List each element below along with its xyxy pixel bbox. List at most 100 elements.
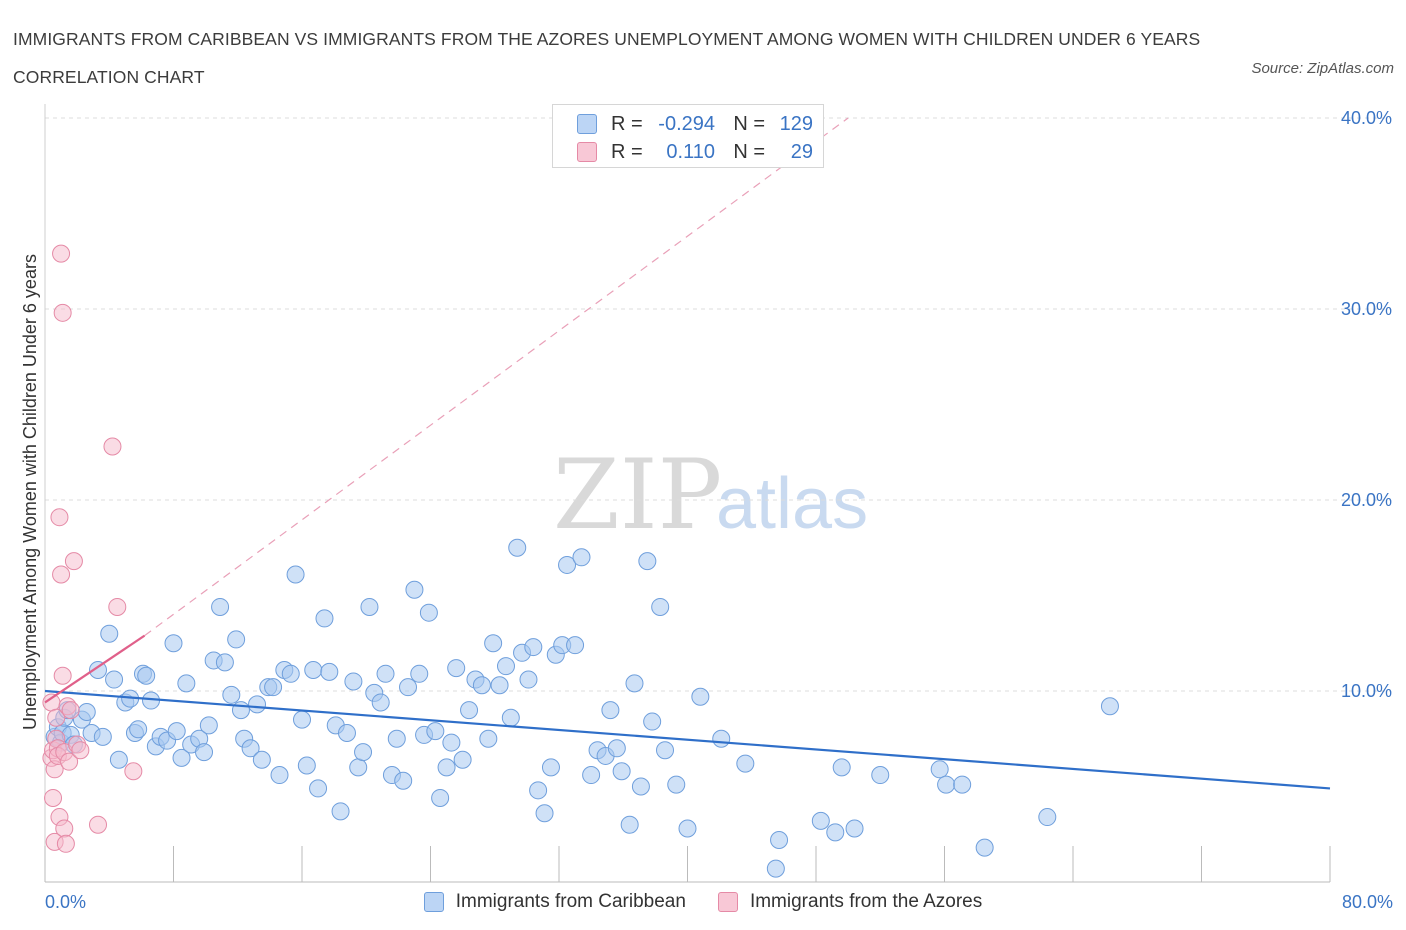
data-point-caribbean: [770, 830, 789, 849]
data-point-caribbean: [442, 733, 461, 752]
data-point-caribbean: [766, 859, 785, 878]
watermark-atlas: atlas: [716, 464, 868, 544]
legend-n-label: N =: [733, 112, 765, 135]
data-point-azores: [47, 708, 66, 727]
data-point-caribbean: [371, 693, 390, 712]
data-point-caribbean: [360, 597, 379, 616]
data-point-caribbean: [607, 739, 626, 758]
data-point-caribbean: [460, 701, 479, 720]
data-point-caribbean: [529, 781, 548, 800]
data-point-caribbean: [437, 758, 456, 777]
data-point-caribbean: [667, 775, 686, 794]
data-point-caribbean: [164, 634, 183, 653]
data-point-azores: [52, 565, 71, 584]
data-point-caribbean: [137, 666, 156, 685]
data-point-azores: [53, 303, 72, 322]
data-point-caribbean: [845, 819, 864, 838]
data-point-caribbean: [167, 722, 186, 741]
data-point-azores: [61, 701, 80, 720]
legend-swatch-azores: [717, 892, 738, 912]
trend-lines: [44, 117, 1331, 790]
data-point-caribbean: [453, 750, 472, 769]
data-point-caribbean: [231, 701, 250, 720]
data-point-caribbean: [419, 603, 438, 622]
data-point-caribbean: [625, 674, 644, 693]
data-point-caribbean: [252, 750, 271, 769]
data-point-caribbean: [712, 729, 731, 748]
data-point-caribbean: [105, 670, 124, 689]
legend-n-value: 129: [779, 112, 813, 135]
legend-n-value: 29: [790, 140, 813, 163]
data-point-caribbean: [89, 660, 108, 679]
data-point-caribbean: [811, 811, 830, 830]
data-point-azores: [44, 788, 63, 807]
data-point-caribbean: [643, 712, 662, 731]
data-point-caribbean: [215, 653, 234, 672]
data-point-caribbean: [199, 716, 218, 735]
data-point-caribbean: [479, 729, 498, 748]
data-point-caribbean: [631, 777, 650, 796]
data-point-caribbean: [930, 760, 949, 779]
data-point-caribbean: [431, 788, 450, 807]
data-point-caribbean: [651, 597, 670, 616]
legend-swatch-caribbean: [577, 114, 597, 134]
data-point-caribbean: [953, 775, 972, 794]
data-point-caribbean: [582, 766, 601, 785]
data-point-caribbean: [678, 819, 697, 838]
data-point-caribbean: [304, 660, 323, 679]
data-point-caribbean: [736, 754, 755, 773]
y-tick-label: 30.0%: [1341, 299, 1392, 319]
data-point-azores: [52, 244, 71, 263]
data-point-azores: [124, 762, 143, 781]
data-point-caribbean: [601, 701, 620, 720]
data-point-caribbean: [320, 662, 339, 681]
series-legend: Immigrants from Caribbean Immigrants fro…: [0, 888, 1406, 916]
azores-trend-line: [44, 634, 146, 704]
data-point-caribbean: [410, 664, 429, 683]
data-point-azores: [56, 834, 75, 853]
data-point-caribbean: [472, 676, 491, 695]
data-point-caribbean: [832, 758, 851, 777]
data-point-caribbean: [222, 685, 241, 704]
legend-item-azores[interactable]: Immigrants from the Azores: [717, 891, 982, 913]
data-point-caribbean: [541, 758, 560, 777]
data-point-caribbean: [558, 555, 577, 574]
gridlines: [45, 117, 1390, 692]
data-point-caribbean: [508, 538, 527, 557]
legend-item-caribbean[interactable]: Immigrants from Caribbean: [423, 891, 686, 913]
data-point-caribbean: [315, 609, 334, 628]
data-point-caribbean: [426, 722, 445, 741]
legend-r-value: -0.294: [658, 112, 715, 135]
data-point-caribbean: [656, 741, 675, 760]
data-point-caribbean: [1100, 697, 1119, 716]
data-point-caribbean: [331, 802, 350, 821]
data-point-caribbean: [241, 739, 260, 758]
data-point-azores: [103, 437, 122, 456]
data-point-caribbean: [620, 815, 639, 834]
data-point-caribbean: [281, 664, 300, 683]
data-point-azores: [55, 819, 74, 838]
y-tick-label: 20.0%: [1341, 490, 1392, 510]
data-point-caribbean: [109, 750, 128, 769]
data-point-caribbean: [293, 710, 311, 729]
x-tick-label: 0.0%: [45, 892, 86, 912]
y-tick-label: 40.0%: [1341, 108, 1392, 128]
azores-trend-extension: [144, 117, 849, 637]
data-point-caribbean: [566, 636, 585, 655]
data-point-caribbean: [172, 748, 191, 767]
data-point-azores: [64, 552, 83, 571]
data-point-caribbean: [248, 695, 267, 714]
data-point-caribbean: [394, 771, 413, 790]
x-tick-labels: 0.0% 80.0%: [45, 892, 1393, 912]
data-point-caribbean: [227, 630, 246, 649]
legend-r-label: R =: [611, 112, 643, 135]
data-point-caribbean: [264, 678, 283, 697]
data-point-caribbean: [349, 758, 368, 777]
legend-row-azores: R = 0.110 N = 29: [577, 139, 813, 165]
y-tick-label: 10.0%: [1341, 681, 1392, 701]
data-point-caribbean: [405, 580, 424, 599]
data-point-caribbean: [177, 674, 196, 693]
data-point-caribbean: [975, 838, 994, 857]
data-point-caribbean: [399, 678, 418, 697]
